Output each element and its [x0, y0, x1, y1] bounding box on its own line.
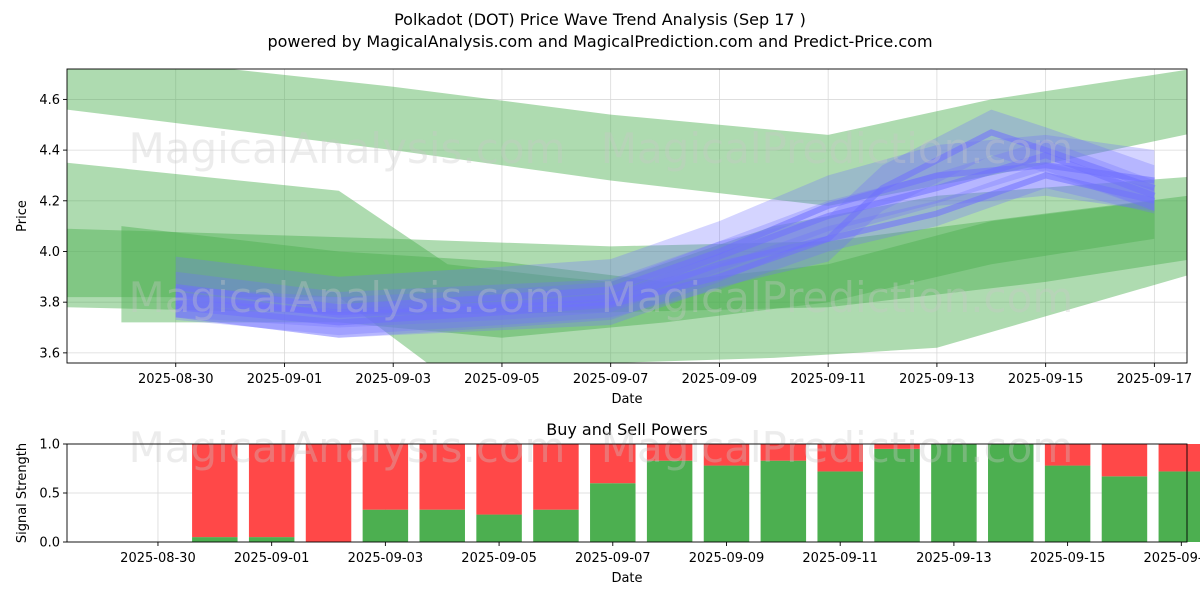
sell-bar — [1158, 444, 1200, 472]
buy-bar — [988, 444, 1034, 542]
x-tick-label: 2025-09-05 — [461, 551, 537, 566]
buy-bar — [248, 537, 295, 542]
sell-bar — [760, 444, 807, 461]
y-tick-label: 0.0 — [39, 536, 60, 551]
x-tick-label: 2025-08-30 — [120, 551, 196, 566]
x-tick-label: 2025-08-30 — [138, 372, 214, 387]
y-tick-label: 3.8 — [39, 296, 60, 311]
sell-bar — [533, 444, 579, 510]
buy-bar — [817, 471, 863, 542]
sell-bar — [419, 444, 465, 510]
watermark-text: MagicalAnalysis.com — [129, 423, 566, 472]
watermark-text: MagicalAnalysis.com — [129, 124, 566, 173]
x-tick-label: 2025-09-13 — [916, 551, 992, 566]
watermark-text: MagicalPrediction.com — [601, 423, 1074, 472]
chart-title: Polkadot (DOT) Price Wave Trend Analysis… — [394, 10, 806, 29]
price-plot-frame — [66, 68, 1188, 364]
x-tick-label: 2025-09-09 — [689, 551, 765, 566]
buy-bar — [476, 514, 522, 542]
sell-bar — [1101, 444, 1148, 477]
sell-bar — [192, 444, 238, 538]
sell-bar — [817, 444, 863, 472]
x-tick-label: 2025-09-01 — [247, 372, 323, 387]
x-tick-label: 2025-09-13 — [899, 372, 975, 387]
x-tick-label: 2025-09-05 — [464, 372, 540, 387]
watermark-group-top: MagicalAnalysis.com MagicalPrediction.com… — [129, 124, 1074, 322]
sell-bar — [362, 444, 409, 510]
buy-bar — [590, 483, 636, 542]
buy-bar — [362, 509, 409, 542]
sell-bar — [590, 444, 636, 484]
x-tick-label: 2025-09-03 — [348, 551, 424, 566]
y-tick-label: 4.6 — [39, 93, 60, 108]
y-tick-label: 3.6 — [39, 346, 60, 361]
signal-bars — [192, 444, 1200, 542]
price-plot — [67, 69, 1187, 363]
chart-subtitle: powered by MagicalAnalysis.com and Magic… — [267, 32, 933, 51]
y-tick-label: 0.5 — [39, 487, 60, 502]
x-tick-label: 2025-09-07 — [573, 372, 649, 387]
blue-series-line-4 — [175, 172, 1156, 326]
blue-series-line-3 — [175, 162, 1155, 311]
watermark-text: MagicalPrediction.com — [601, 124, 1074, 173]
y-axis-label: Signal Strength — [15, 443, 30, 543]
watermark-text: MagicalAnalysis.com — [129, 273, 566, 322]
signal-chart-title: Buy and Sell Powers — [546, 420, 708, 439]
buy-bar — [874, 448, 920, 542]
buy-bar — [1044, 465, 1091, 542]
sell-bar — [305, 444, 352, 542]
watermark-text: MagicalPrediction.com — [601, 273, 1074, 322]
sell-bar — [874, 444, 920, 449]
signal-axes: 0.0 0.5 1.0 2025-08-30 2025-09-01 2025-09-03 2… — [15, 438, 1200, 587]
price-axes: 3.6 3.8 4.0 4.2 4.4 4.6 2025-08-30 2025-09-01 20… — [15, 93, 1192, 407]
y-tick-label: 4.4 — [39, 144, 60, 159]
x-tick-label: 2025-09-01 — [234, 551, 310, 566]
watermark-group-bottom: MagicalAnalysis.com MagicalPrediction.com — [129, 423, 1074, 472]
blue-band-1 — [175, 109, 1155, 338]
x-axis-label: Date — [611, 392, 642, 407]
x-tick-label: 2025-09-11 — [790, 372, 866, 387]
green-band-1 — [67, 69, 1187, 206]
green-band-3 — [67, 195, 1187, 315]
sell-bar — [476, 444, 522, 515]
buy-bar — [646, 460, 693, 542]
x-axis-label: Date — [611, 571, 642, 586]
y-tick-label: 1.0 — [39, 438, 60, 453]
sell-bar — [1044, 444, 1091, 466]
x-tick-label: 2025-09-17 — [1144, 551, 1200, 566]
buy-bar — [703, 465, 750, 542]
buy-bar — [533, 509, 579, 542]
green-band-2 — [67, 162, 1187, 363]
y-tick-label: 4.2 — [39, 194, 60, 209]
sell-bar — [646, 444, 693, 461]
blue-band-2 — [175, 140, 1155, 328]
x-tick-label: 2025-09-17 — [1117, 372, 1193, 387]
buy-bar — [192, 537, 238, 542]
buy-bar — [1158, 471, 1200, 542]
buy-bar — [1101, 476, 1148, 542]
sell-bar — [248, 444, 295, 538]
sell-bar — [703, 444, 750, 466]
x-tick-label: 2025-09-11 — [802, 551, 878, 566]
buy-bar — [931, 444, 977, 542]
y-axis-label: Price — [15, 200, 30, 232]
x-tick-label: 2025-09-15 — [1008, 372, 1084, 387]
x-tick-label: 2025-09-09 — [682, 372, 758, 387]
x-tick-label: 2025-09-15 — [1030, 551, 1106, 566]
x-tick-label: 2025-09-07 — [575, 551, 651, 566]
x-tick-label: 2025-09-03 — [355, 372, 431, 387]
y-tick-label: 4.0 — [39, 245, 60, 260]
buy-bar — [760, 460, 807, 542]
buy-bar — [419, 509, 465, 542]
